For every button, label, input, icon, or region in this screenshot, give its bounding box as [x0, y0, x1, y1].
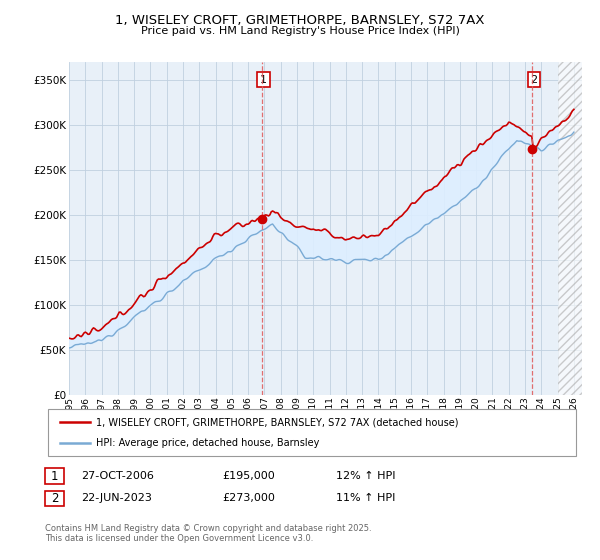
Text: £195,000: £195,000	[222, 471, 275, 481]
Text: 11% ↑ HPI: 11% ↑ HPI	[336, 493, 395, 503]
Text: 22-JUN-2023: 22-JUN-2023	[81, 493, 152, 503]
Bar	[557, 62, 582, 395]
Text: 1, WISELEY CROFT, GRIMETHORPE, BARNSLEY, S72 7AX (detached house): 1, WISELEY CROFT, GRIMETHORPE, BARNSLEY,…	[96, 417, 458, 427]
Text: 12% ↑ HPI: 12% ↑ HPI	[336, 471, 395, 481]
Text: 27-OCT-2006: 27-OCT-2006	[81, 471, 154, 481]
Text: Contains HM Land Registry data © Crown copyright and database right 2025.
This d: Contains HM Land Registry data © Crown c…	[45, 524, 371, 543]
Text: 1: 1	[51, 469, 58, 483]
Text: 1: 1	[260, 74, 267, 85]
Text: 2: 2	[51, 492, 58, 505]
Text: £273,000: £273,000	[222, 493, 275, 503]
Text: Price paid vs. HM Land Registry's House Price Index (HPI): Price paid vs. HM Land Registry's House …	[140, 26, 460, 36]
Text: HPI: Average price, detached house, Barnsley: HPI: Average price, detached house, Barn…	[96, 438, 319, 448]
Text: 2: 2	[530, 74, 538, 85]
Text: 1, WISELEY CROFT, GRIMETHORPE, BARNSLEY, S72 7AX: 1, WISELEY CROFT, GRIMETHORPE, BARNSLEY,…	[115, 14, 485, 27]
